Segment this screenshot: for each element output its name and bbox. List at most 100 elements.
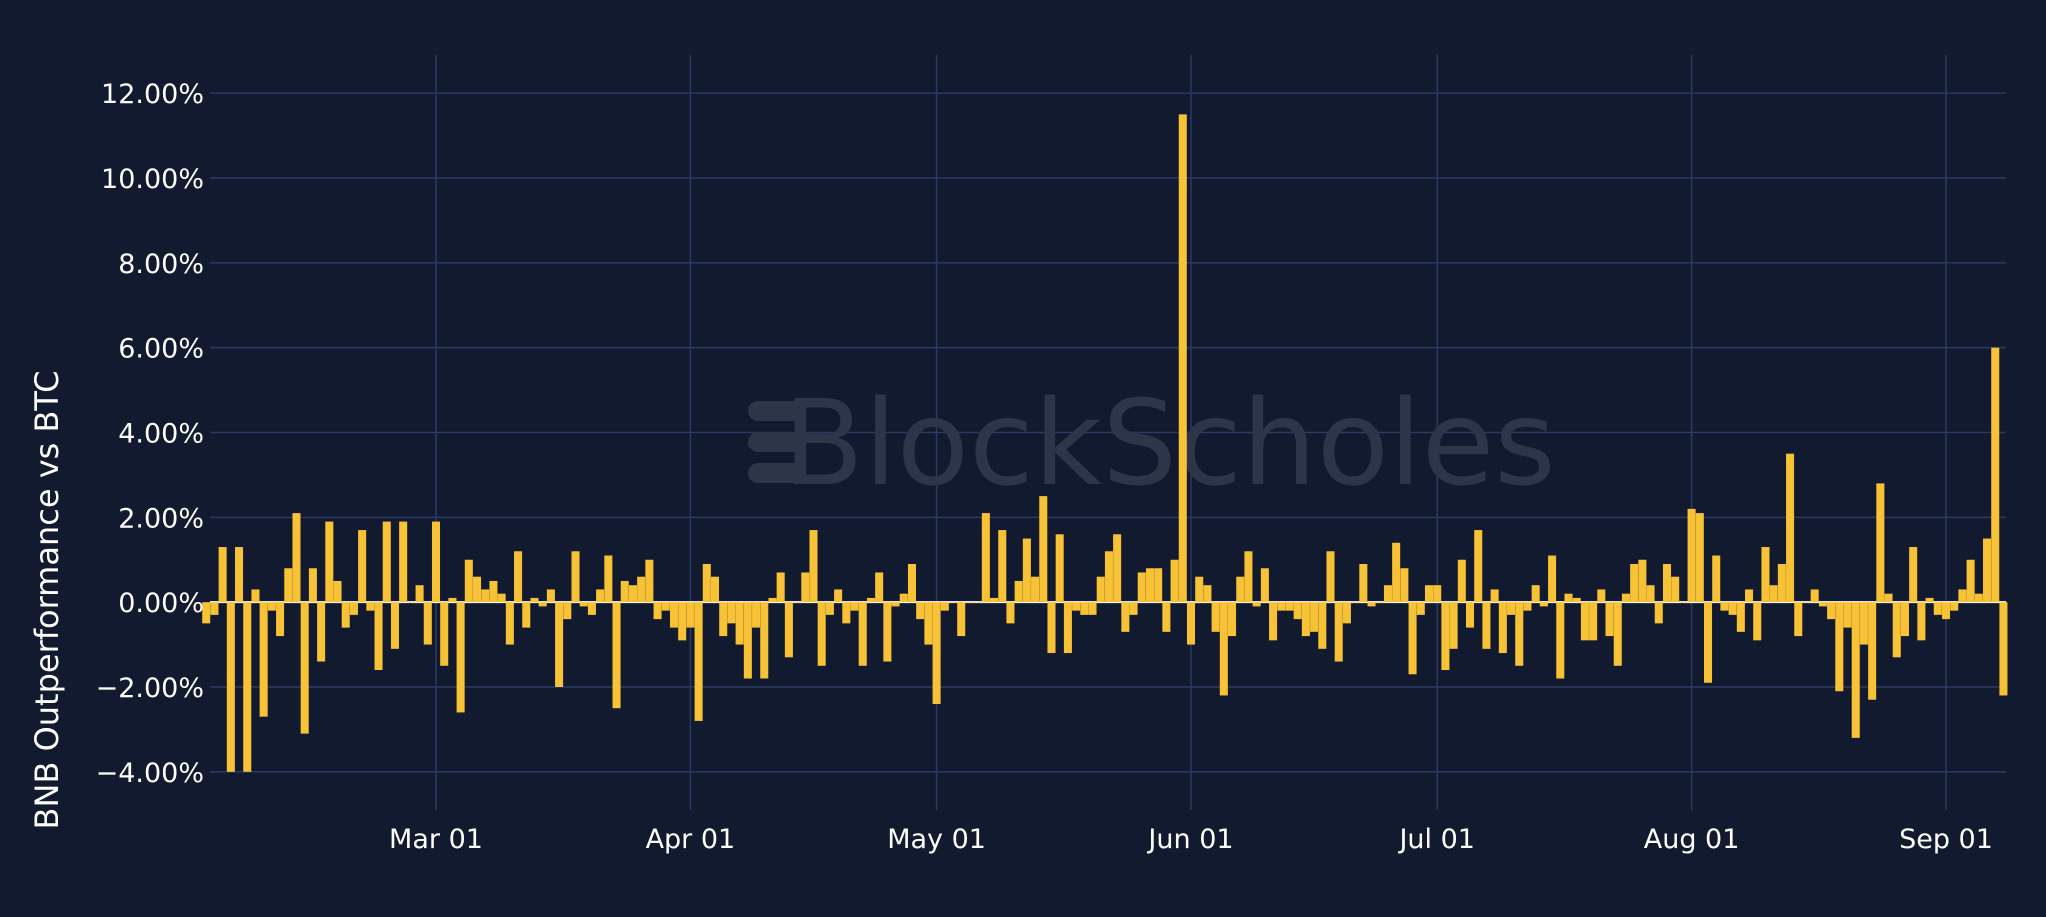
bar [932,602,941,704]
bar [1810,589,1819,603]
bar [1966,559,1975,603]
bar [669,602,679,628]
bar [612,602,621,709]
y-tick-label: 12.00% [101,79,204,110]
bar [423,602,432,645]
bar [243,602,252,772]
x-tick-label: May 01 [887,824,986,855]
x-tick-label: Jul 01 [1397,824,1475,855]
bar [1326,551,1335,603]
bar [981,513,990,603]
bar [1121,602,1130,632]
bar [1014,580,1023,603]
bar [464,559,473,603]
bar [1408,602,1417,675]
bar [620,580,629,603]
bar [604,555,613,603]
bar [924,602,933,645]
bar [538,602,547,607]
bar [1383,585,1392,603]
bar [1958,589,1967,603]
bar [1589,602,1598,641]
bar [866,597,875,603]
bar [1909,547,1918,603]
bar [1679,602,1688,603]
bar [514,551,523,603]
bar [1884,593,1893,603]
bar [202,602,211,624]
bar [1392,542,1401,603]
bar [1761,547,1770,603]
bar [1203,585,1212,603]
bar [711,576,720,603]
bar [1638,559,1647,603]
bar [645,559,654,603]
bar [1605,602,1614,637]
bar [1556,602,1565,679]
bar [1572,597,1581,603]
bar [308,568,317,603]
bar [858,602,867,666]
bar [1178,114,1187,603]
x-tick-label: Apr 01 [646,824,736,855]
x-tick-label: Jun 01 [1146,824,1233,855]
bar [1195,576,1204,603]
bar [1162,602,1171,632]
bar [1400,568,1409,603]
bar [1129,602,1138,615]
bar [1777,563,1786,603]
bar [259,602,268,717]
y-tick-label: −2.00% [96,673,204,704]
y-axis-label: BNB Outperformance vs BTC [28,371,66,830]
bar [1482,602,1491,649]
bar [1925,597,1934,603]
bar [1186,602,1196,645]
bar [965,602,974,603]
bar [1999,602,2008,696]
bar [1096,576,1105,603]
bar [1088,602,1097,615]
bar [473,576,482,603]
bar [694,602,703,721]
bar [809,530,818,603]
bar [875,572,884,603]
bar [579,602,588,607]
bar [415,585,424,603]
bar [317,602,326,662]
bar [1794,602,1803,637]
bar [1876,483,1885,603]
bar [1244,551,1253,603]
bar [1548,555,1557,603]
bar [1720,602,1729,611]
bar [382,521,391,603]
bar [1654,602,1663,624]
bar [284,568,293,603]
y-tick-label: 0.00% [118,588,204,619]
bar [628,585,637,603]
bar [1786,453,1795,603]
bar [1900,602,1909,637]
bar [1072,602,1081,611]
bar [341,602,350,628]
bar [760,602,769,679]
bar [1671,576,1680,603]
bar [817,602,826,666]
bar [1917,602,1926,641]
bar [1531,585,1540,603]
bar [1868,602,1877,700]
bar [1933,602,1942,615]
bar [1236,576,1245,603]
bar [916,602,925,620]
y-tick-label: 6.00% [118,334,204,365]
bar [1170,559,1179,603]
bar [998,530,1007,603]
bar [825,602,834,615]
bar [1310,602,1319,632]
bar [366,602,375,611]
bar [522,602,531,628]
bar [1507,602,1516,615]
bar [1498,602,1507,654]
x-tick-label: Aug 01 [1644,824,1740,855]
bar [210,602,219,615]
bar [1539,602,1548,607]
